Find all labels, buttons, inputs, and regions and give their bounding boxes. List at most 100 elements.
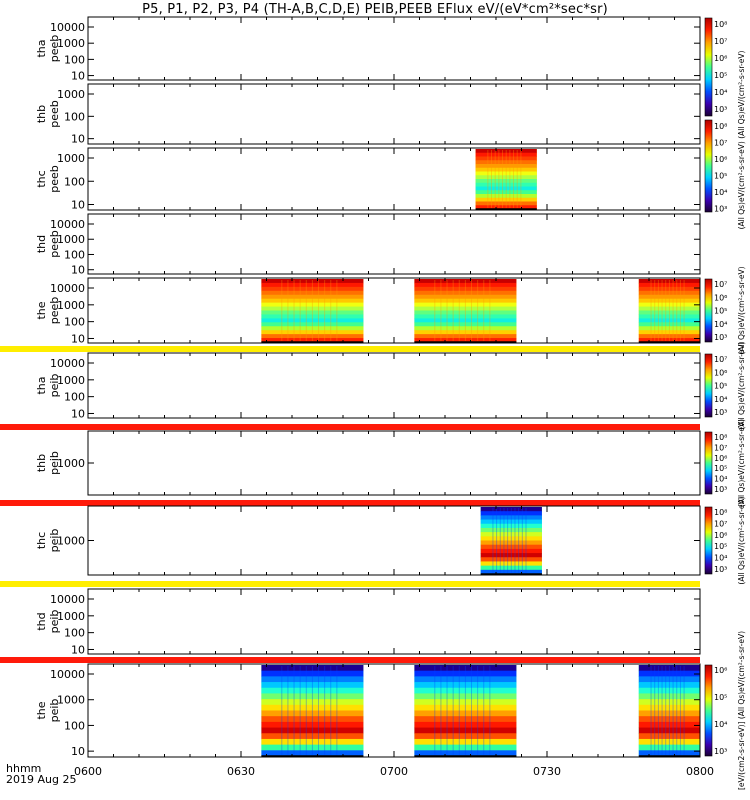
cbar-label-the-peib: [eV/(cm2-s-sr-eV)] (All Qs)eV/(cm²-s-sr-… <box>737 631 746 790</box>
panel-frame-thb-peib <box>87 430 701 496</box>
ytick-the-peeb-3: 10 <box>71 332 85 345</box>
burst-the-peeb-0 <box>261 279 364 343</box>
panel-frame-the-peib <box>87 663 701 758</box>
ylabel-the-peib: the peib <box>35 699 61 723</box>
ylabel-instr-thd-peib: peib <box>48 610 61 634</box>
ylabel-instr-tha-peeb: peeb <box>48 35 61 63</box>
ylabel-tha-peeb: tha peeb <box>35 35 61 63</box>
top-cbar-tick-10: 10⁴ <box>714 188 727 197</box>
top-cbar-tick-2: 10⁶ <box>714 54 727 63</box>
burst-the-peeb-1 <box>414 279 517 343</box>
ytick-thc-peeb-2: 10 <box>71 199 85 212</box>
ylabel-thc-peeb: thc peeb <box>35 165 61 193</box>
top-cbar-tick-11: 10³ <box>714 205 727 214</box>
ytick-the-peib-0: 10000 <box>50 668 85 681</box>
ytick-tha-peib-1: 1000 <box>57 374 85 387</box>
ytick-the-peeb-0: 10000 <box>50 282 85 295</box>
panel-frame-thb-peeb <box>87 83 701 145</box>
top-cbar-tick-1: 10⁷ <box>714 37 727 46</box>
panel-thc-peeb: 1000 100 10 thc peeb <box>35 147 701 212</box>
panel-the-peeb: 10000 1000 100 10 the peeb 10⁷ 10⁶ 10⁵ 10⁴ 10³ (All… <box>0 266 746 355</box>
cbar-tick-thc-peib-0: 10⁸ <box>714 508 727 517</box>
ytick-tha-peeb-0: 10000 <box>50 21 85 34</box>
ytick-tha-peeb-1: 1000 <box>57 37 85 50</box>
cbar-tick-thb-peib-1: 10⁷ <box>714 443 727 452</box>
burst-thc-peib-0 <box>480 507 542 575</box>
ylabel-probe-tha-peib: tha <box>35 376 48 394</box>
ytick-thb-peeb-1: 100 <box>64 110 85 123</box>
ylabel-thd-peib: thd peib <box>35 610 61 634</box>
panel-tha-peeb: 10000 1000 100 10 tha peeb <box>35 16 701 83</box>
chart-title: P5, P1, P2, P3, P4 (TH-A,B,C,D,E) PEIB,P… <box>142 2 608 17</box>
flag-bar-thd-peib <box>0 657 700 663</box>
ytick-the-peeb-2: 100 <box>64 316 85 329</box>
ylabel-probe-thc-peeb: thc <box>35 170 48 187</box>
ytick-tha-peib-0: 10000 <box>50 357 85 370</box>
ylabel-the-peeb: the peeb <box>35 297 61 325</box>
cbar-tick-tha-peib-2: 10⁵ <box>714 382 727 391</box>
cbar-tick-tha-peib-4: 10³ <box>714 408 727 417</box>
burst-the-peeb-2 <box>638 279 700 343</box>
ytick-tha-peib-2: 100 <box>64 391 85 404</box>
panel-frame-thc-peeb <box>87 147 701 211</box>
cbar-tick-thb-peib-3: 10⁵ <box>714 464 727 473</box>
top-cbar-tick-8: 10⁶ <box>714 155 727 164</box>
ytick-the-peib-3: 10 <box>71 745 85 758</box>
top-cbar-tick-6: 10⁸ <box>714 122 727 131</box>
panel-tha-peib: 10000 1000 100 10 tha peib 10⁷ 10⁶ 10⁵ 10⁴ 10³ (All… <box>0 341 746 430</box>
ytick-thd-peeb-0: 10000 <box>50 218 85 231</box>
xtick-0: 0600 <box>74 765 102 778</box>
ylabel-probe-thc-peib: thc <box>35 532 48 549</box>
burst-the-peib-1 <box>414 665 517 757</box>
cbar-tick-the-peeb-3: 10⁴ <box>714 320 727 329</box>
cbar-tick-thc-peib-2: 10⁶ <box>714 531 727 540</box>
top-cbar-tick-3: 10⁵ <box>714 71 727 80</box>
top-cbar-tick-5: 10³ <box>714 105 727 114</box>
ytick-thc-peeb-0: 1000 <box>57 152 85 165</box>
time-format-label: hhmm <box>6 762 42 775</box>
ylabel-instr-tha-peib: peib <box>48 374 61 398</box>
top-cbar-tick-0: 10⁸ <box>714 20 727 29</box>
ytick-thd-peib-1: 1000 <box>57 610 85 623</box>
ylabel-thb-peib: thb peib <box>35 451 61 475</box>
cbar-tick-the-peib-2: 10⁴ <box>714 720 727 729</box>
date-label: 2019 Aug 25 <box>6 773 77 786</box>
ylabel-instr-thb-peeb: peeb <box>48 100 61 128</box>
burst-the-peib-2 <box>638 665 700 757</box>
cbar-tick-the-peeb-1: 10⁶ <box>714 293 727 302</box>
panel-frame-thc-peib <box>87 505 701 576</box>
ytick-thc-peib-0: 1000 <box>57 535 85 548</box>
flag-bar-tha-peib <box>0 424 700 430</box>
top-cbar-tick-4: 10⁴ <box>714 88 727 97</box>
panel-thb-peeb: 1000 100 10 thb peeb <box>35 83 701 146</box>
ylabel-instr-the-peeb: peeb <box>48 297 61 325</box>
cbar-tick-the-peeb-4: 10³ <box>714 333 727 342</box>
panel-thd-peib: 10000 1000 100 10 thd peib <box>0 588 701 663</box>
flag-bar-thb-peib <box>0 500 700 506</box>
cbar-tick-the-peib-3: 10³ <box>714 747 727 756</box>
ytick-the-peeb-1: 1000 <box>57 299 85 312</box>
cbar-tick-thc-peib-4: 10⁴ <box>714 554 727 563</box>
colorbar-thc-peib: 10⁸ 10⁷ 10⁶ 10⁵ 10⁴ 10³ (All Qs)eV/(cm²-s-sr-e… <box>704 496 746 585</box>
flag-bar-thc-peib <box>0 581 700 587</box>
colorbar-tha-peib: 10⁷ 10⁶ 10⁵ 10⁴ 10³ (All Qs)eV/(cm²-s-sr-eV) <box>704 341 746 430</box>
ylabel-thd-peeb: thd peeb <box>35 230 61 258</box>
panel-frame-the-peeb <box>87 277 701 344</box>
ylabel-instr-thd-peeb: peeb <box>48 230 61 258</box>
cbar-tick-thb-peib-2: 10⁶ <box>714 454 727 463</box>
ytick-thd-peeb-1: 1000 <box>57 233 85 246</box>
top-cbar-tick-7: 10⁷ <box>714 139 727 148</box>
cbar-tick-thb-peib-4: 10⁴ <box>714 475 727 484</box>
ylabel-tha-peib: tha peib <box>35 374 61 398</box>
ylabel-instr-thc-peib: peib <box>48 529 61 553</box>
panel-frame-tha-peib <box>87 352 701 419</box>
ytick-thb-peib-0: 1000 <box>57 457 85 470</box>
colorbar-top: 10⁸ 10⁷ 10⁶ 10⁵ 10⁴ 10³ 10⁸ 10⁷ 10⁶ 10⁵ 10⁴ 10³ (All… <box>704 17 746 229</box>
panel-frame-thd-peib <box>87 588 701 655</box>
ytick-the-peib-1: 1000 <box>57 694 85 707</box>
colorbar-the-peeb: 10⁷ 10⁶ 10⁵ 10⁴ 10³ (All Qs)eV/(cm²-s-sr-eV) <box>704 266 746 355</box>
top-cbar-tick-9: 10⁵ <box>714 172 727 181</box>
